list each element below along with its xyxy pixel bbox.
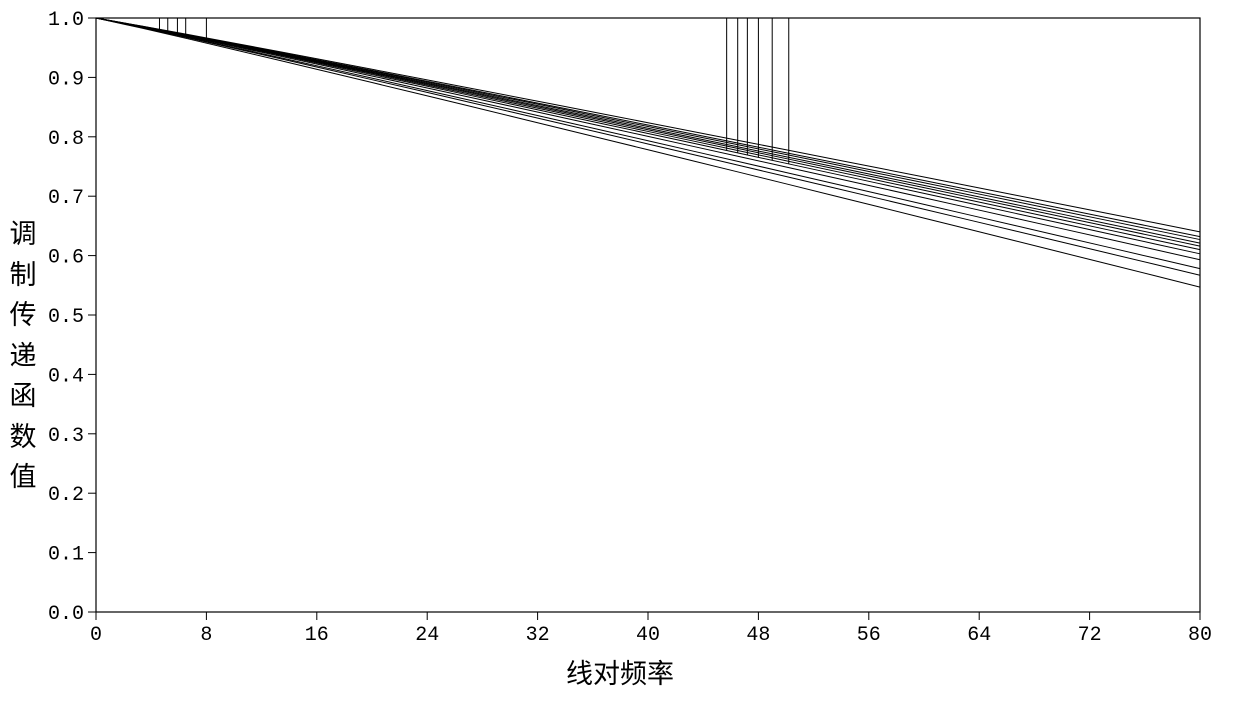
svg-text:0.5: 0.5 — [48, 306, 84, 329]
svg-text:8: 8 — [200, 624, 212, 647]
svg-text:1.0: 1.0 — [48, 9, 84, 32]
svg-text:24: 24 — [415, 624, 439, 647]
svg-text:40: 40 — [636, 624, 660, 647]
svg-text:0.8: 0.8 — [48, 128, 84, 151]
svg-text:32: 32 — [526, 624, 550, 647]
svg-text:0.6: 0.6 — [48, 247, 84, 270]
svg-text:0.4: 0.4 — [48, 365, 84, 388]
svg-text:80: 80 — [1188, 624, 1212, 647]
svg-text:0.1: 0.1 — [48, 544, 84, 567]
svg-text:0.9: 0.9 — [48, 68, 84, 91]
svg-text:0: 0 — [90, 624, 102, 647]
svg-text:64: 64 — [967, 624, 991, 647]
svg-text:56: 56 — [857, 624, 881, 647]
mtf-line-chart: 0 8 16 24 32 40 48 56 64 72 80 0.0 0.1 0.2 0.3 0.4 0.5 0.… — [0, 0, 1240, 709]
svg-text:0.7: 0.7 — [48, 187, 84, 210]
svg-text:72: 72 — [1078, 624, 1102, 647]
svg-text:0.0: 0.0 — [48, 603, 84, 626]
svg-text:48: 48 — [746, 624, 770, 647]
svg-text:16: 16 — [305, 624, 329, 647]
svg-text:0.2: 0.2 — [48, 484, 84, 507]
svg-text:0.3: 0.3 — [48, 425, 84, 448]
